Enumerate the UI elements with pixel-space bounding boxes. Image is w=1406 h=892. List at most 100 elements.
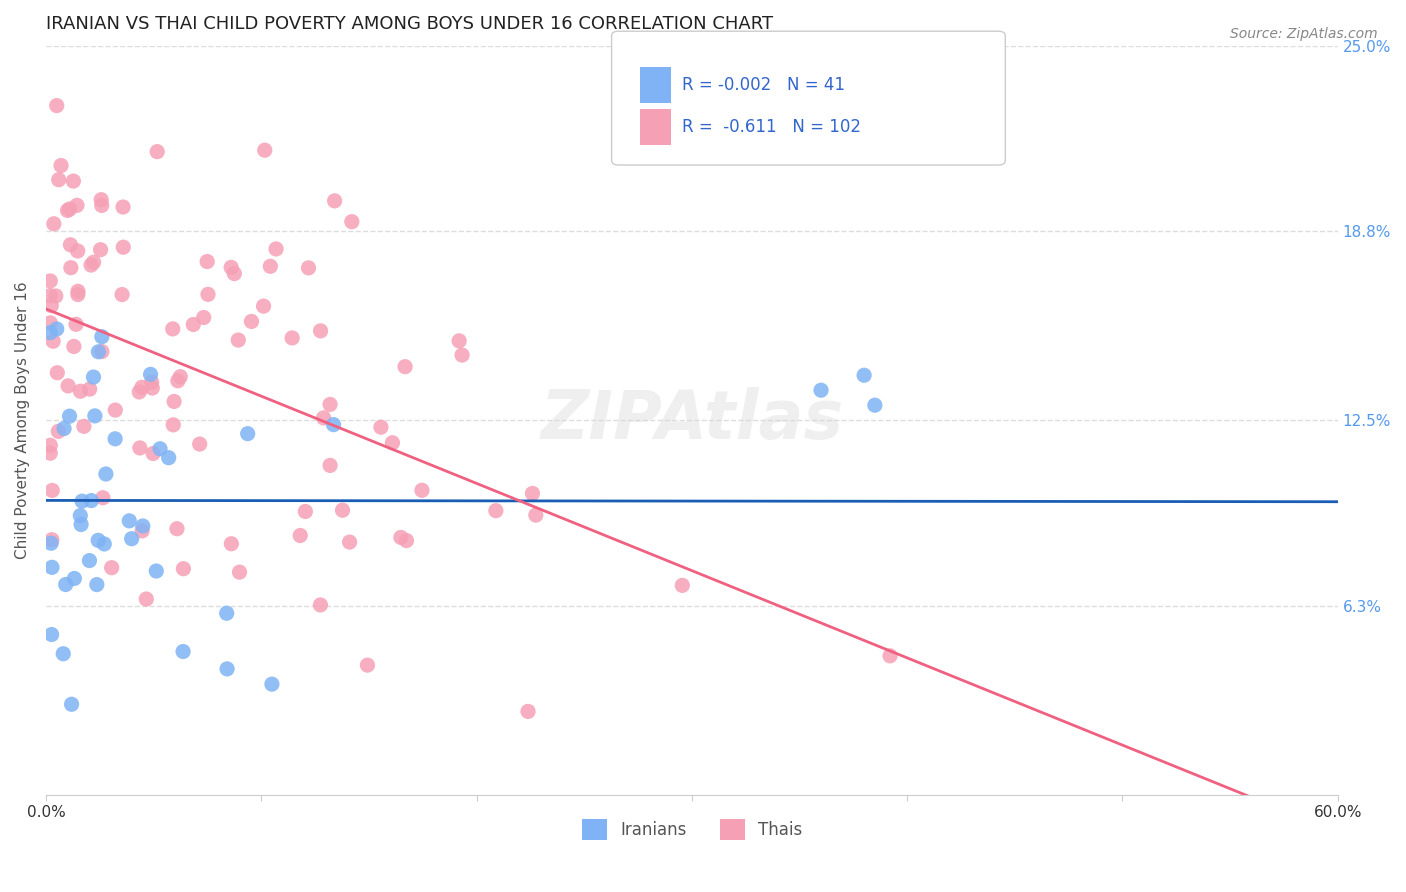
Point xyxy=(90,243,112,257)
Point xyxy=(297,260,319,275)
Point xyxy=(162,322,184,336)
Point xyxy=(42,217,65,231)
Point xyxy=(128,384,150,399)
Point xyxy=(62,174,84,188)
Point xyxy=(671,578,693,592)
Point xyxy=(128,441,150,455)
Point xyxy=(135,592,157,607)
Point xyxy=(45,289,67,303)
Point xyxy=(58,409,80,424)
Point xyxy=(193,310,215,325)
Text: R =  -0.611   N = 102: R = -0.611 N = 102 xyxy=(682,118,860,136)
Point xyxy=(162,417,184,432)
Point xyxy=(309,598,332,612)
Point xyxy=(55,577,77,591)
Point xyxy=(810,383,832,397)
Y-axis label: Child Poverty Among Boys Under 16: Child Poverty Among Boys Under 16 xyxy=(15,281,30,559)
Point xyxy=(322,417,344,432)
Point xyxy=(188,437,211,451)
Point xyxy=(451,348,474,362)
Point xyxy=(66,285,89,299)
Point xyxy=(41,483,63,498)
Point xyxy=(319,397,342,411)
Point xyxy=(80,493,103,508)
Point xyxy=(879,648,901,663)
Point xyxy=(332,503,354,517)
Point xyxy=(59,260,82,275)
Point xyxy=(131,524,153,538)
Point xyxy=(100,560,122,574)
Point xyxy=(56,203,79,218)
Point xyxy=(56,379,79,393)
Point xyxy=(281,331,304,345)
Point xyxy=(219,260,242,275)
Point xyxy=(240,314,263,328)
Point xyxy=(132,519,155,533)
Point xyxy=(260,677,283,691)
Point xyxy=(90,193,112,207)
Point xyxy=(82,370,104,384)
Point xyxy=(39,288,62,302)
Point xyxy=(94,467,117,481)
Point xyxy=(395,533,418,548)
Point xyxy=(131,380,153,394)
Text: ZIPAtlas: ZIPAtlas xyxy=(540,387,844,453)
Point xyxy=(259,260,281,274)
Point xyxy=(197,287,219,301)
Point xyxy=(111,287,134,301)
Point xyxy=(228,565,250,579)
Point xyxy=(70,517,93,532)
Point xyxy=(39,274,62,288)
Point xyxy=(70,494,93,508)
Point xyxy=(853,368,876,383)
Point xyxy=(221,537,243,551)
Point xyxy=(226,333,249,347)
Point xyxy=(294,504,316,518)
Point xyxy=(66,287,89,301)
Point xyxy=(86,577,108,591)
Point xyxy=(169,369,191,384)
Point xyxy=(172,644,194,658)
Point xyxy=(53,421,76,435)
Point xyxy=(195,254,218,268)
Point xyxy=(69,508,91,523)
Point xyxy=(41,627,63,641)
Point xyxy=(141,381,163,395)
Point xyxy=(253,143,276,157)
Point xyxy=(309,324,332,338)
Point xyxy=(69,384,91,399)
Point xyxy=(485,503,508,517)
Point xyxy=(290,528,312,542)
Point xyxy=(215,606,238,620)
Point xyxy=(49,159,72,173)
Point xyxy=(45,322,67,336)
Point xyxy=(141,376,163,390)
Point xyxy=(39,326,62,340)
Point xyxy=(90,198,112,212)
Point xyxy=(52,647,75,661)
Point xyxy=(60,698,83,712)
Point xyxy=(65,318,87,332)
Point xyxy=(319,458,342,473)
Point xyxy=(90,344,112,359)
Point xyxy=(73,419,96,434)
Point xyxy=(217,662,239,676)
Point xyxy=(166,374,188,388)
Point xyxy=(524,508,547,522)
Point xyxy=(142,446,165,460)
Point xyxy=(41,533,63,547)
Point xyxy=(163,394,186,409)
Point xyxy=(63,571,86,585)
Point xyxy=(370,420,392,434)
Point xyxy=(118,514,141,528)
Point xyxy=(104,403,127,417)
Point xyxy=(41,560,63,574)
Point xyxy=(112,240,135,254)
Point xyxy=(112,200,135,214)
Point xyxy=(394,359,416,374)
Point xyxy=(411,483,433,498)
Point xyxy=(66,198,89,212)
Point xyxy=(172,562,194,576)
Point xyxy=(87,344,110,359)
Point xyxy=(166,522,188,536)
